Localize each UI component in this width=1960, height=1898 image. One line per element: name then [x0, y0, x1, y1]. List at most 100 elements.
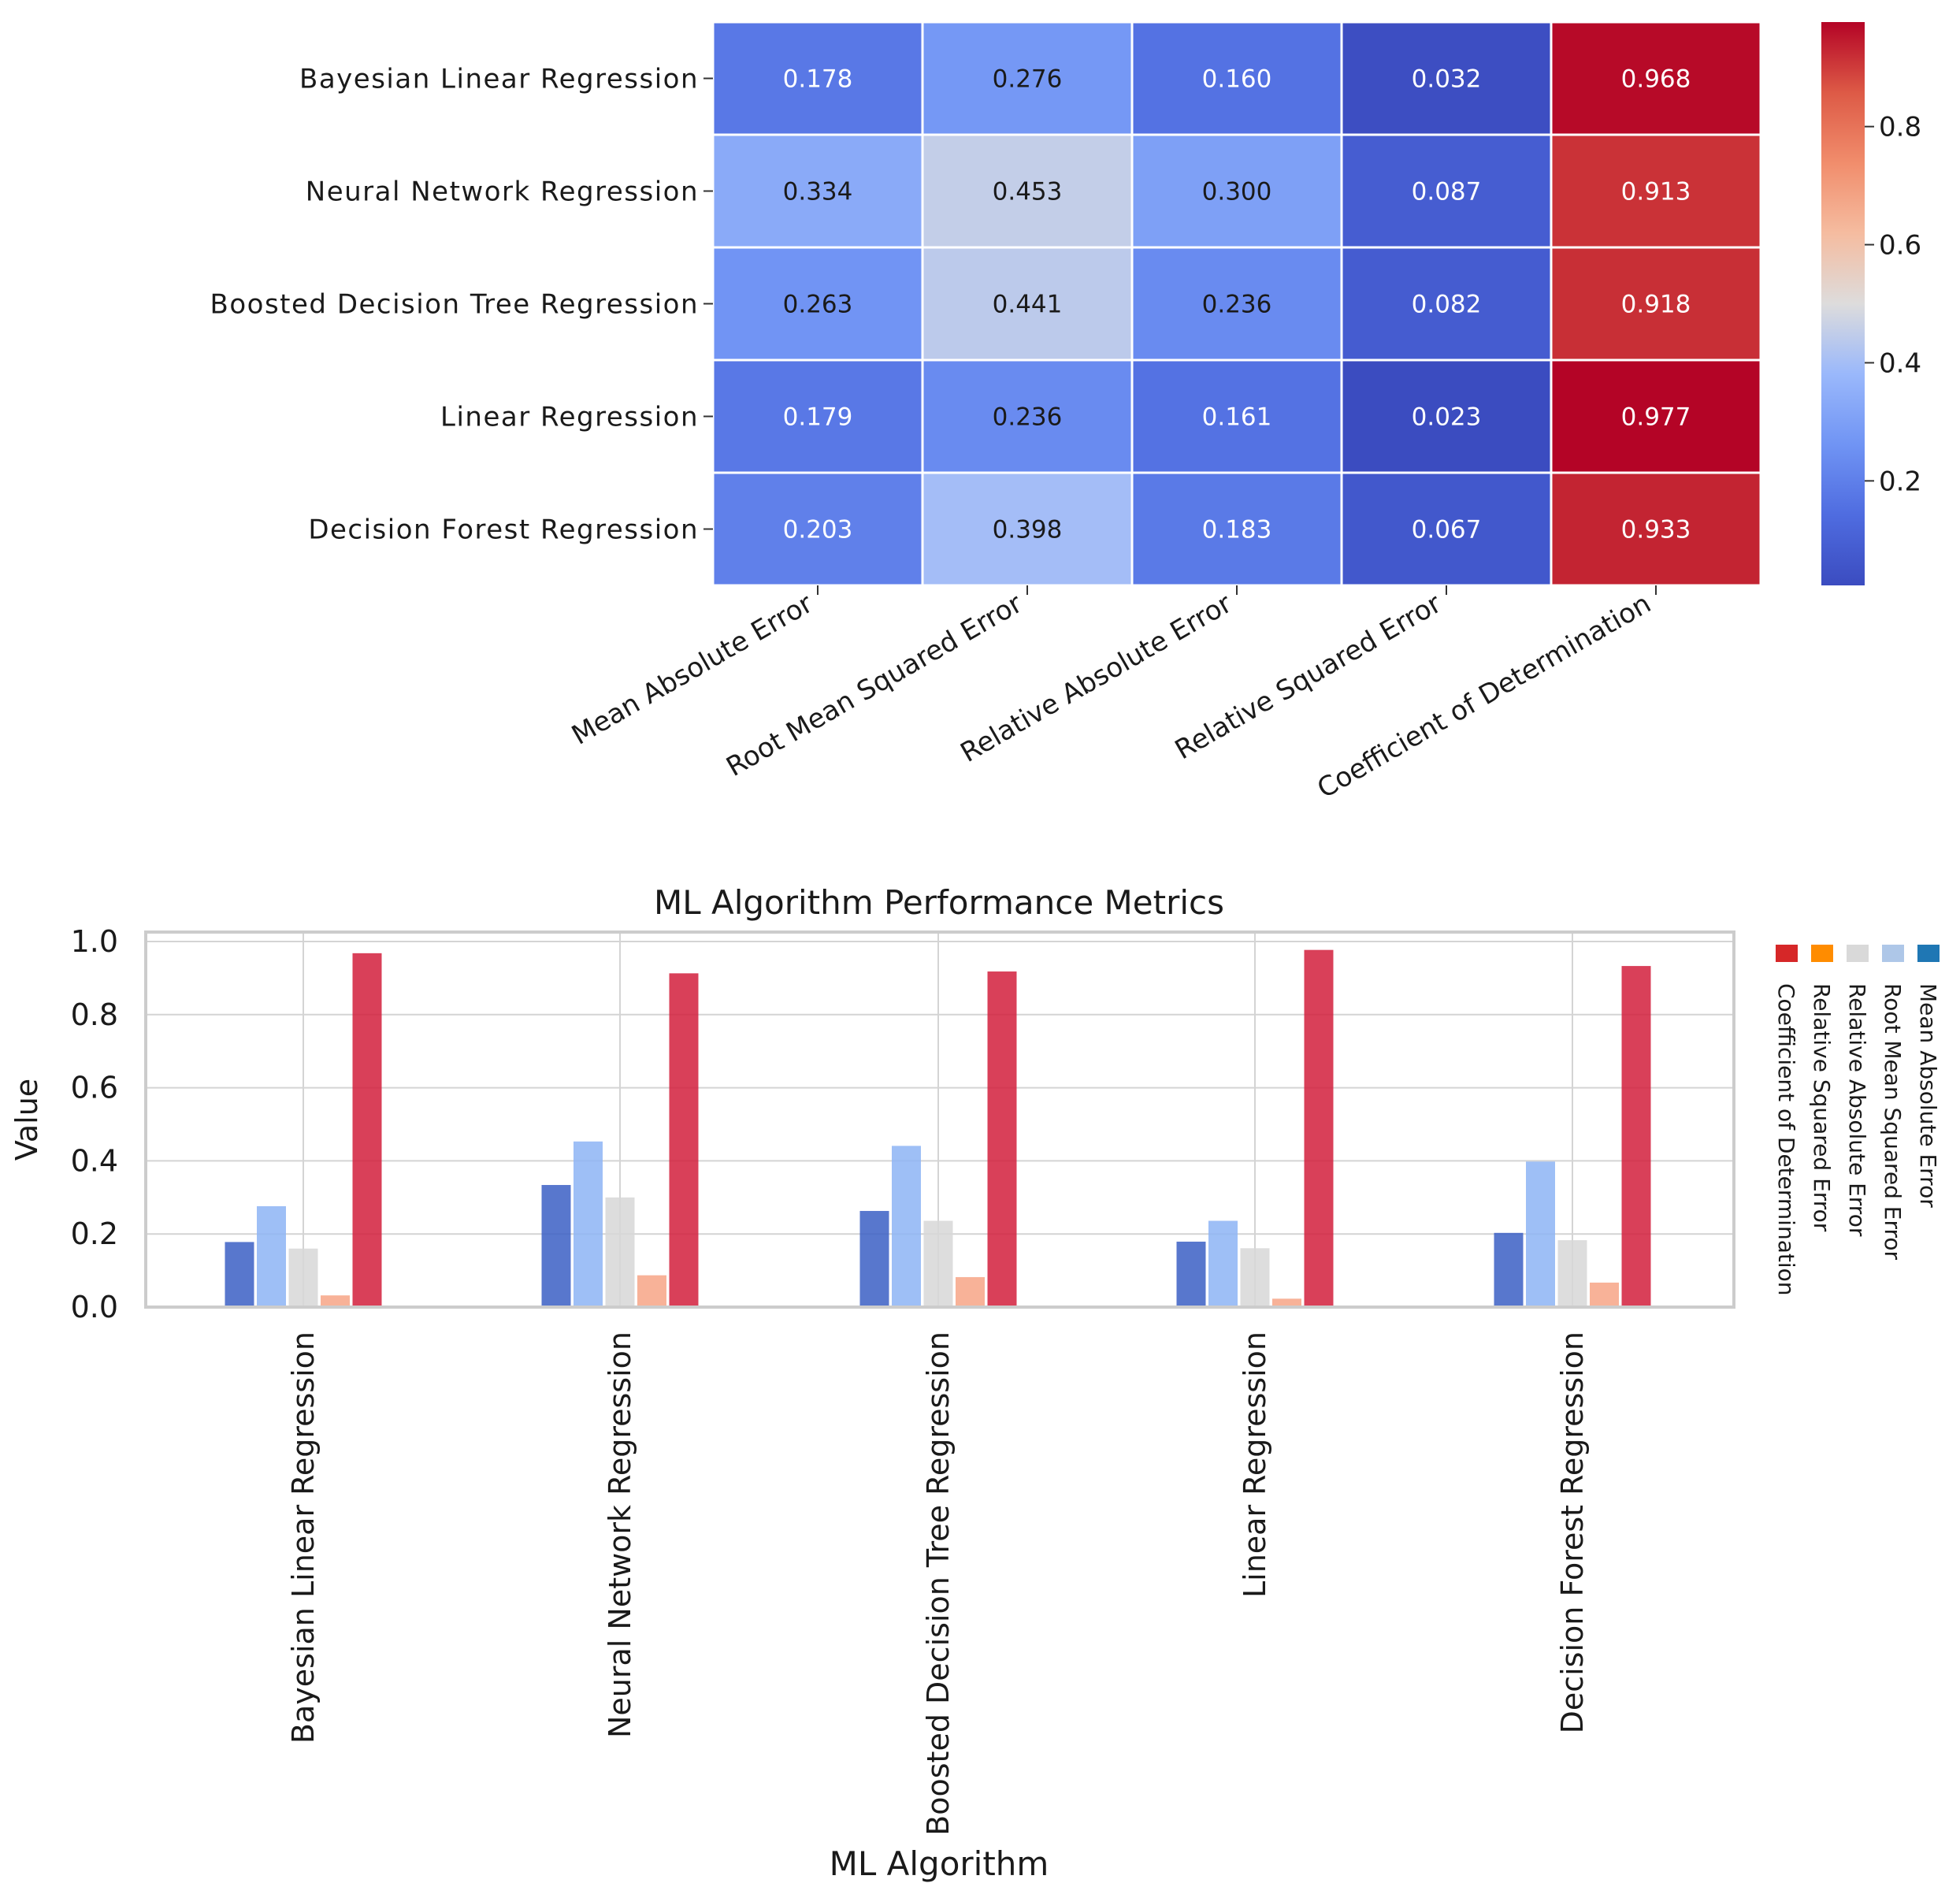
colorbar-tick-label: 0.6	[1879, 230, 1921, 262]
heatmap-cell	[711, 20, 924, 136]
heatmap-cell-value: 0.933	[1621, 516, 1691, 544]
bar-chart-bars	[225, 949, 1651, 1307]
heatmap-row-label-boosted-decision-tree-regression: Boosted Decision Tree Regression	[210, 289, 699, 321]
heatmap-cell-value: 0.067	[1412, 516, 1482, 544]
bar-chart-x-ticks: Bayesian Linear Regression Neural Network…	[286, 1332, 1590, 1836]
bar-chart: ML Algorithm Performance Metrics 0.00.20…	[9, 883, 1941, 1883]
heatmap-cell	[1550, 358, 1762, 474]
heatmap-cell-value: 0.918	[1621, 291, 1691, 319]
heatmap-cell-value: 0.178	[783, 65, 853, 94]
heatmap-cell	[1340, 246, 1553, 362]
legend-swatch-mean-absolute-error	[1917, 945, 1940, 962]
heatmap-cell-value: 0.913	[1621, 178, 1691, 206]
heatmap-cell-value: 0.398	[993, 516, 1063, 544]
colorbar-tick-label: 0.4	[1879, 347, 1921, 379]
bar-mean-absolute-error	[541, 1185, 571, 1307]
bar-chart-y-tick-label: 0.4	[71, 1143, 118, 1178]
heatmap-row-label-neural-network-regression: Neural Network Regression	[306, 176, 699, 208]
bar-chart-y-tick-label: 0.0	[71, 1290, 118, 1324]
heatmap-cell-value: 0.203	[783, 516, 853, 544]
heatmap-cell-value: 0.276	[993, 65, 1063, 94]
bar-mean-absolute-error	[225, 1242, 254, 1307]
heatmap-cell	[1340, 358, 1553, 474]
bar-chart-x-tick-label-decision-forest-regression: Decision Forest Regression	[1555, 1332, 1590, 1733]
heatmap-row-label-decision-forest-regression: Decision Forest Regression	[308, 514, 699, 546]
heatmap-cell	[711, 471, 924, 587]
heatmap-cell-value: 0.183	[1202, 516, 1272, 544]
bar-chart-y-ticks: 0.0 0.2 0.4 0.6 0.8 1.0	[71, 924, 118, 1324]
bar-chart-x-axis-label: ML Algorithm	[830, 1844, 1049, 1883]
heatmap-cell-value: 0.023	[1412, 403, 1482, 432]
bar-chart-plot-frame	[144, 930, 1735, 1309]
bar-chart-y-tick-label: 0.8	[71, 997, 118, 1032]
bar-chart-x-tick-label-linear-regression: Linear Regression	[1238, 1332, 1272, 1598]
heatmap-cell	[1130, 358, 1343, 474]
bar-coefficient-of-determination	[1304, 949, 1334, 1307]
bar-chart-legend: Mean Absolute Error Root Mean Squared Err…	[1773, 945, 1941, 1296]
bar-root-mean-squared-error	[1208, 1220, 1238, 1307]
bar-root-mean-squared-error	[892, 1146, 921, 1307]
bar-relative-squared-error	[1272, 1298, 1301, 1307]
heatmap-row-labels: Bayesian Linear Regression Neural Network…	[210, 64, 713, 546]
bar-chart-y-axis-label: Value	[9, 1079, 44, 1161]
heatmap-cell-value: 0.977	[1621, 403, 1691, 432]
legend-label-coefficient-of-determination: Coefficient of Determination	[1773, 983, 1799, 1296]
colorbar-tick-label: 0.2	[1879, 466, 1921, 497]
colorbar-gradient	[1821, 22, 1865, 585]
heatmap-cell	[1130, 471, 1343, 587]
bar-root-mean-squared-error	[1526, 1161, 1555, 1307]
heatmap-cell	[921, 246, 1134, 362]
heatmap-cell-value: 0.453	[993, 178, 1063, 206]
legend-label-root-mean-squared-error: Root Mean Squared Error	[1880, 983, 1906, 1261]
bar-mean-absolute-error	[859, 1210, 889, 1307]
heatmap-cell-value: 0.236	[1202, 291, 1272, 319]
legend-label-relative-squared-error: Relative Squared Error	[1809, 983, 1835, 1232]
heatmap-column-label-coefficient-of-determination: Coefficient of Determination	[1312, 588, 1657, 804]
bar-relative-absolute-error	[1240, 1248, 1270, 1307]
bar-chart-x-tick-label-bayesian-linear-regression: Bayesian Linear Regression	[286, 1332, 321, 1744]
heatmap-cell-value: 0.160	[1202, 65, 1272, 94]
legend-swatch-relative-absolute-error	[1847, 945, 1869, 962]
legend-label-mean-absolute-error: Mean Absolute Error	[1915, 983, 1941, 1208]
bar-chart-y-tick-label: 1.0	[71, 924, 118, 959]
bar-chart-y-tick-label: 0.2	[71, 1216, 118, 1251]
colorbar-tick-label: 0.8	[1879, 112, 1921, 143]
heatmap-cell	[1550, 133, 1762, 249]
bar-relative-absolute-error	[288, 1248, 318, 1307]
bar-chart-x-tick-label-boosted-decision-tree-regression: Boosted Decision Tree Regression	[921, 1332, 956, 1836]
bar-relative-absolute-error	[605, 1197, 635, 1307]
heatmap-cell-value: 0.087	[1412, 178, 1482, 206]
heatmap-cell	[1550, 471, 1762, 587]
bar-chart-y-tick-label: 0.6	[71, 1071, 118, 1105]
bar-root-mean-squared-error	[574, 1141, 603, 1307]
bar-coefficient-of-determination	[1621, 966, 1651, 1307]
heatmap-cell	[921, 20, 1134, 136]
bar-coefficient-of-determination	[669, 973, 699, 1307]
heatmap-cell-value: 0.300	[1202, 178, 1272, 206]
bar-relative-squared-error	[321, 1295, 350, 1307]
heatmap-cell	[1130, 20, 1343, 136]
heatmap-cell-value: 0.161	[1202, 403, 1272, 432]
heatmap-cell-value: 0.263	[783, 291, 853, 319]
bar-coefficient-of-determination	[352, 953, 382, 1307]
heatmap-cells: 0.178 0.276 0.160 0.032 0.968 0.334 0.453 0.300…	[711, 20, 1762, 587]
heatmap-cell	[921, 471, 1134, 587]
heatmap-cell-value: 0.236	[993, 403, 1063, 432]
heatmap-cell-value: 0.968	[1621, 65, 1691, 94]
heatmap-cell	[921, 358, 1134, 474]
bar-chart-x-tick-label-neural-network-regression: Neural Network Regression	[603, 1332, 637, 1738]
heatmap-cell-value: 0.032	[1412, 65, 1482, 94]
heatmap-cell-value: 0.082	[1412, 291, 1482, 319]
bar-relative-squared-error	[1590, 1282, 1619, 1307]
bar-coefficient-of-determination	[987, 971, 1017, 1307]
bar-relative-squared-error	[956, 1276, 985, 1307]
bar-relative-absolute-error	[1557, 1240, 1587, 1307]
legend-label-relative-absolute-error: Relative Absolute Error	[1844, 983, 1870, 1237]
heatmap-row-label-bayesian-linear-regression: Bayesian Linear Regression	[299, 64, 699, 95]
heatmap-cell-value: 0.179	[783, 403, 853, 432]
bar-relative-absolute-error	[923, 1220, 953, 1307]
heatmap-chart: 0.178 0.276 0.160 0.032 0.968 0.334 0.453 0.300…	[210, 20, 1921, 805]
heatmap-row-label-linear-regression: Linear Regression	[440, 402, 699, 433]
